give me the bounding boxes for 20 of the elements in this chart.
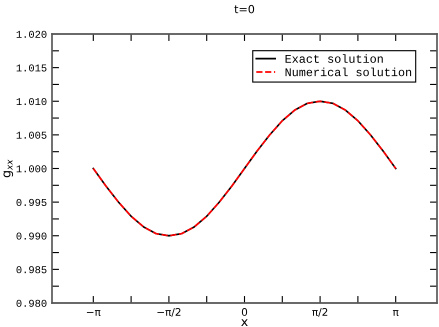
y-axis-title: g$_{xx}$: [3, 159, 14, 178]
x-tick-label: π: [392, 310, 399, 316]
y-tick-label: 1.015: [16, 64, 46, 72]
legend-label: Numerical solution: [286, 68, 412, 76]
y-tick-label: 0.995: [16, 198, 46, 206]
y-tick-label: 0.980: [16, 300, 46, 307]
legend-label: Exact solution: [286, 54, 383, 63]
y-tick-label: 0.985: [16, 266, 46, 274]
line-series: [92, 100, 397, 237]
y-tick-label: 1.005: [16, 132, 46, 139]
x-tick-label: −π: [86, 310, 101, 316]
y-tick-label: 1.020: [16, 30, 46, 38]
y-tick-label: 1.000: [16, 165, 46, 172]
x-axis-title: x: [241, 319, 248, 326]
x-tick-label: −π/2: [157, 308, 180, 317]
chart-title: t=0: [234, 4, 254, 14]
y-tick-label: 0.990: [16, 232, 46, 240]
x-tick-label: π/2: [312, 308, 328, 317]
x-tick-label: 0: [242, 308, 248, 316]
y-tick-label: 1.010: [16, 98, 46, 106]
